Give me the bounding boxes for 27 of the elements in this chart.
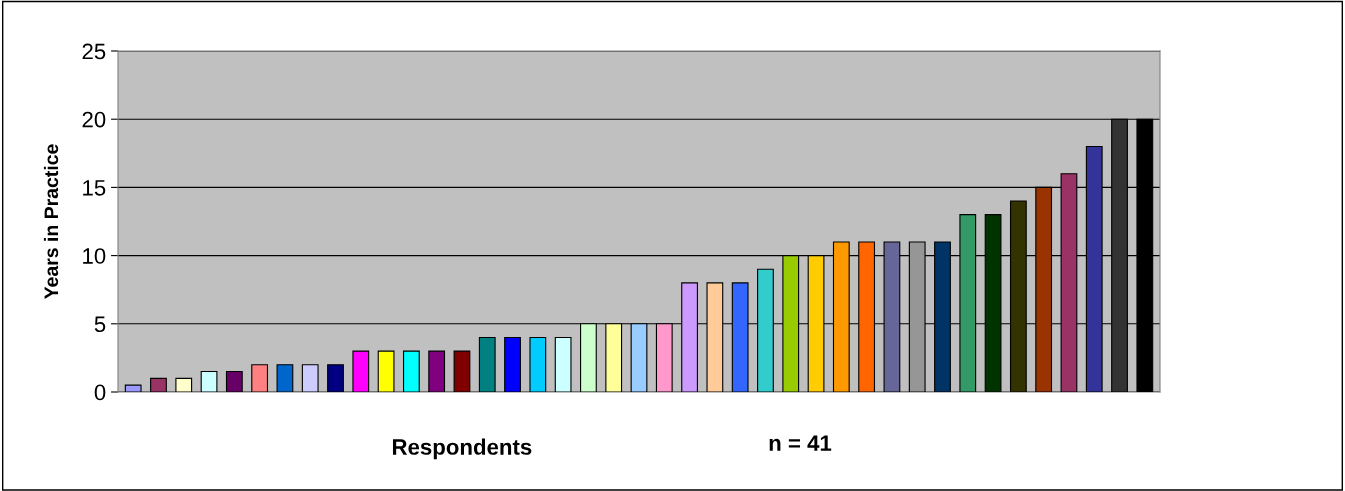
y-tick-label: 0 (94, 384, 106, 401)
bar (352, 350, 370, 392)
bar (504, 336, 521, 392)
bar (251, 364, 269, 392)
bar (175, 377, 193, 392)
y-tick-label: 25 (82, 43, 106, 60)
bar (150, 377, 167, 392)
bar (225, 370, 243, 392)
y-tick-label: 20 (82, 111, 106, 128)
bar (402, 350, 420, 392)
text: n = 41 (769, 435, 832, 451)
bar (428, 350, 446, 392)
bar (124, 384, 142, 392)
bar (453, 350, 471, 392)
y-tick-label: 10 (83, 248, 106, 264)
y-tick-label: 15 (83, 180, 106, 196)
bar (478, 336, 496, 392)
bar (276, 364, 294, 392)
y-axis-title: Years in Practice (43, 144, 59, 299)
x-axis-title: Respondents (392, 438, 532, 460)
bar (377, 350, 395, 392)
bar (554, 336, 572, 392)
bar (327, 364, 344, 392)
bar (529, 336, 547, 392)
bar (200, 370, 218, 392)
bar (301, 364, 319, 392)
y-tick-label: 5 (94, 316, 106, 333)
